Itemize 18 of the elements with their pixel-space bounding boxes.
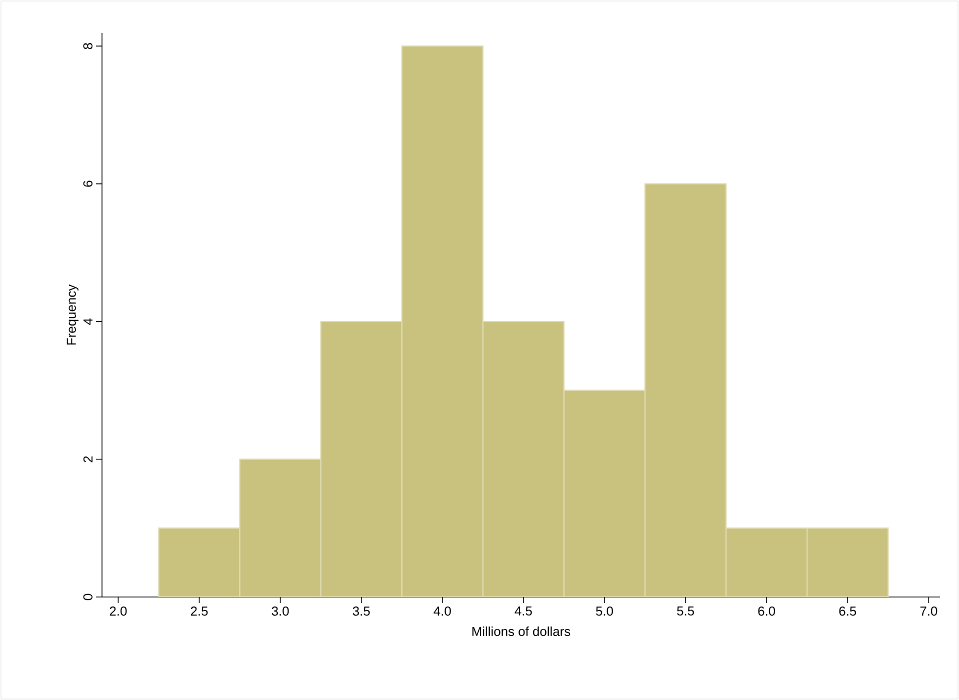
x-tick-label: 2.5 bbox=[190, 606, 208, 616]
x-tick-label: 5.0 bbox=[596, 606, 613, 616]
x-tick-label: 6.5 bbox=[839, 606, 856, 616]
x-tick-label: 3.5 bbox=[352, 606, 370, 616]
y-tick-label: 2 bbox=[83, 456, 92, 462]
x-tick-label: 5.5 bbox=[677, 606, 694, 616]
y-tick-label: 0 bbox=[83, 594, 92, 600]
y-tick-label: 4 bbox=[84, 318, 92, 325]
y-tick-label: 8 bbox=[83, 43, 92, 50]
y-tick-label: 6 bbox=[83, 180, 92, 187]
x-tick-label: 2.0 bbox=[110, 606, 127, 616]
x-tick-label: 3.0 bbox=[272, 606, 289, 616]
y-axis-title: Frequency bbox=[66, 284, 78, 345]
x-tick-label: 6.0 bbox=[758, 606, 776, 616]
x-tick-label: 4.0 bbox=[434, 606, 451, 616]
x-axis-title: Millions of dollars bbox=[472, 626, 570, 636]
x-tick-label: 7.0 bbox=[920, 606, 938, 616]
x-tick-label: 4.5 bbox=[514, 606, 532, 616]
